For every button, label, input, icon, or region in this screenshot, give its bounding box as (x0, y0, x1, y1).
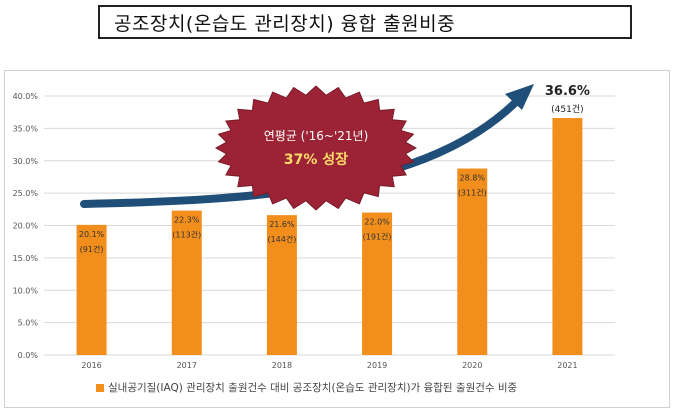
page-title: 공조장치(온습도 관리장치) 융합 출원비중 (114, 12, 456, 35)
data-label: 20.1% (79, 230, 105, 239)
y-tick-label: 40.0% (13, 92, 39, 101)
y-tick-label: 10.0% (13, 286, 39, 295)
x-tick-label: 2017 (177, 361, 197, 370)
count-label: (144건) (267, 234, 296, 244)
count-label: (311건) (458, 188, 487, 198)
bar (76, 224, 107, 355)
bar (171, 210, 202, 355)
data-label: 21.6% (269, 220, 295, 229)
y-tick-label: 15.0% (13, 254, 39, 263)
bar (266, 215, 297, 355)
bar (362, 212, 393, 355)
count-label: (191건) (363, 232, 392, 242)
legend-label: 실내공기질(IAQ) 관리장치 출원건수 대비 공조장치(온습도 관리장치)가 … (108, 382, 518, 394)
legend-swatch (96, 383, 104, 392)
y-tick-label: 25.0% (13, 189, 39, 198)
y-tick-label: 35.0% (13, 124, 39, 133)
x-tick-label: 2021 (557, 361, 577, 370)
count-label: (91건) (80, 244, 104, 254)
y-tick-label: 5.0% (18, 319, 39, 328)
y-tick-label: 20.0% (13, 222, 39, 231)
highlight-count-label: (451건) (551, 104, 583, 115)
data-label: 22.3% (174, 216, 200, 225)
bar (552, 118, 583, 355)
badge-line2: 37% 성장 (284, 151, 348, 168)
growth-badge (214, 85, 418, 211)
x-tick-label: 2020 (462, 361, 482, 370)
highlight-value-label: 36.6% (545, 84, 590, 99)
data-label: 22.0% (364, 218, 390, 227)
data-label: 28.8% (460, 174, 486, 183)
title-box: 공조장치(온습도 관리장치) 융합 출원비중 (98, 5, 632, 39)
count-label: (113건) (172, 230, 201, 240)
y-tick-label: 0.0% (18, 351, 39, 360)
legend: 실내공기질(IAQ) 관리장치 출원건수 대비 공조장치(온습도 관리장치)가 … (96, 380, 517, 395)
badge-line1: 연평균 ('16~'21년) (264, 129, 369, 143)
growth-arrow-head (505, 84, 534, 110)
x-tick-label: 2019 (367, 361, 387, 370)
x-tick-label: 2018 (272, 361, 292, 370)
y-tick-label: 30.0% (13, 157, 39, 166)
bar (457, 168, 488, 355)
x-tick-label: 2016 (81, 361, 101, 370)
